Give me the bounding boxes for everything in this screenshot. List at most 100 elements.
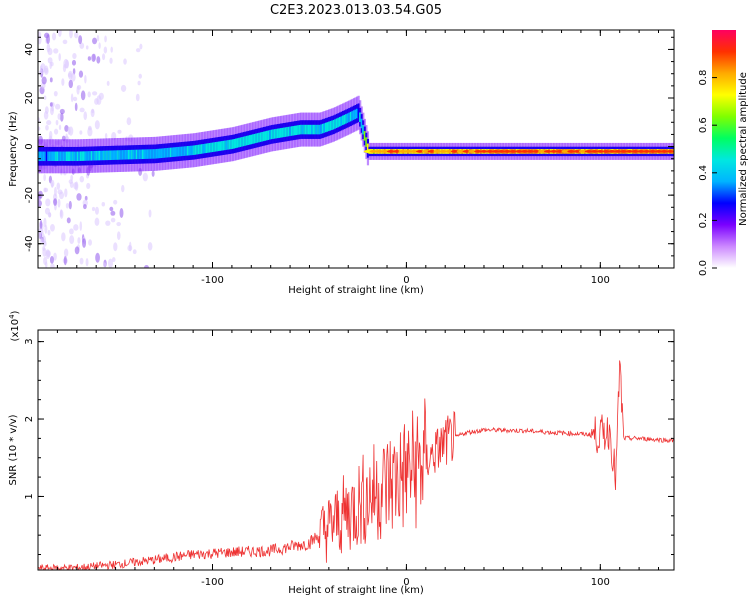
- spectrogram-band-core: [307, 124, 311, 135]
- spectrogram-hot-spot: [543, 150, 552, 153]
- spectrogram-band-core: [42, 151, 45, 162]
- spectrogram-noise-blob: [46, 120, 52, 126]
- spectrogram-band-core: [185, 146, 188, 156]
- spectrogram-band-core: [219, 141, 222, 151]
- spectrogram-noise-blob: [38, 117, 41, 123]
- spectrogram-band-core: [315, 124, 318, 135]
- spectrogram-noise-blob: [69, 30, 73, 39]
- spectrogram-noise-blob: [55, 103, 61, 110]
- spectrogram-band-core: [222, 140, 225, 151]
- spectrogram-hot-spot: [404, 150, 413, 153]
- spectrogram-band-core: [65, 151, 69, 162]
- spectrogram-noise-blob: [85, 258, 89, 267]
- spectrogram-band-core: [78, 151, 81, 161]
- spectrogram-noise-blob: [73, 182, 78, 190]
- y-tick-label: -20: [24, 187, 35, 203]
- spectrogram-frame: [37, 29, 675, 269]
- snr-series-line: [38, 360, 674, 570]
- spectrogram-noise-blob: [91, 53, 96, 62]
- spectrogram-band-core: [340, 116, 343, 126]
- spectrogram-noise-blob: [104, 133, 108, 139]
- spectrogram-hot-spot: [637, 150, 646, 153]
- spectrogram-band-core: [199, 144, 202, 155]
- spectrogram-noise-blob: [79, 221, 83, 231]
- spectrogram-noise-blob: [47, 47, 53, 56]
- spectrogram-hot-spot: [607, 150, 616, 153]
- spectrogram-band-core: [56, 151, 59, 162]
- spectrogram-band-core: [166, 147, 169, 158]
- spectrogram-hot-spot: [549, 150, 558, 153]
- spectrogram-noise-blob: [67, 72, 72, 78]
- spectrogram-noise-blob: [119, 208, 124, 218]
- spectrogram-band-core: [138, 149, 142, 160]
- spectrogram-hot-spot: [439, 150, 448, 153]
- spectrogram-noise-blob: [117, 129, 122, 134]
- spectrogram-band-core: [121, 150, 124, 160]
- spectrogram-band-core: [158, 148, 162, 159]
- spectrogram-noise-blob: [71, 59, 77, 66]
- colorbar: 0.0 0.2 0.4 0.6 0.8 Normalized spectral ampl…: [698, 30, 749, 276]
- spectrogram-band-core: [239, 137, 242, 147]
- spectrogram-hot-spot: [642, 150, 651, 153]
- spectrogram-noise-blob: [41, 76, 47, 85]
- spectrogram-band-core: [345, 114, 348, 124]
- spectrogram-band-core: [317, 124, 320, 135]
- spectrogram-hot-spot: [398, 150, 407, 153]
- spectrogram-hot-spot: [590, 150, 599, 153]
- spectrogram-hot-spot: [433, 150, 442, 153]
- spectrogram-noise-blob: [92, 91, 98, 96]
- spectrogram-band-core: [73, 151, 76, 162]
- spectrogram-band-core: [151, 149, 154, 159]
- spectrogram-noise-blob: [63, 248, 69, 257]
- snr-xlabel: Height of straight line (km): [288, 585, 424, 596]
- spectrogram-noise-blob: [109, 57, 113, 64]
- spectrogram-band-core: [132, 149, 135, 160]
- spectrogram-noise-blob: [111, 257, 116, 263]
- spectrogram-band-core: [338, 117, 342, 127]
- spectrogram-band-core: [70, 151, 73, 162]
- spectrogram-noise-blob: [38, 126, 41, 131]
- spectrogram-noise-blob: [135, 93, 140, 102]
- spectrogram-noise-blob: [63, 255, 67, 266]
- spectrogram-noise-blob: [137, 80, 141, 86]
- spectrogram-hot-spot: [602, 150, 611, 153]
- spectrogram-noise-blob: [62, 39, 68, 45]
- spectrogram-noise-blob: [55, 119, 59, 126]
- spectrogram-band-core: [110, 150, 114, 160]
- spectrogram-band-core: [120, 150, 123, 160]
- spectrogram-band-core: [214, 142, 218, 152]
- spectrogram-hot-spot: [421, 150, 430, 153]
- spectrogram-band-core: [290, 126, 294, 136]
- spectrogram-hot-spot: [573, 150, 582, 153]
- spectrogram-band-core: [292, 126, 295, 136]
- spectrogram-noise-blob: [113, 242, 118, 252]
- spectrogram-noise-blob: [70, 72, 76, 82]
- spectrogram-noise-blob: [53, 90, 58, 97]
- spectrogram-band-core: [244, 136, 247, 146]
- spectrogram-noise-blob: [77, 237, 81, 244]
- spectrogram-noise-blob: [79, 257, 84, 265]
- spectrogram-noise-blob: [74, 31, 79, 39]
- spectrogram-band-core: [253, 133, 256, 144]
- spectrogram-band-core: [160, 148, 163, 159]
- spectrogram-noise-blob: [58, 53, 61, 62]
- spectrogram-noise-blob: [106, 80, 110, 86]
- snr-panel: -100 0 100 1 2 3 Height of straight line (km)…: [8, 310, 675, 596]
- spectrogram-band-core: [342, 115, 345, 126]
- spectrogram-noise-blob: [68, 200, 72, 210]
- spectrogram-noise-blob: [101, 53, 106, 61]
- spectrogram-noise-blob: [85, 45, 89, 50]
- spectrogram-band-core: [152, 149, 155, 159]
- spectrogram-noise-blob: [94, 120, 100, 130]
- spectrogram-band-core: [348, 112, 351, 123]
- spectrogram-band-core: [332, 119, 335, 130]
- spectrogram-band-core: [38, 151, 41, 162]
- spectrogram-hot-spot: [613, 150, 622, 153]
- spectrogram-hot-spot: [445, 150, 454, 153]
- spectrogram-band-core: [301, 124, 304, 135]
- spectrogram-band-core: [194, 145, 197, 155]
- spectrogram-noise-blob: [90, 108, 95, 118]
- spectrogram-band-core: [154, 149, 157, 159]
- spectrogram-band-core: [231, 139, 235, 149]
- spectrogram-noise-blob: [53, 252, 57, 261]
